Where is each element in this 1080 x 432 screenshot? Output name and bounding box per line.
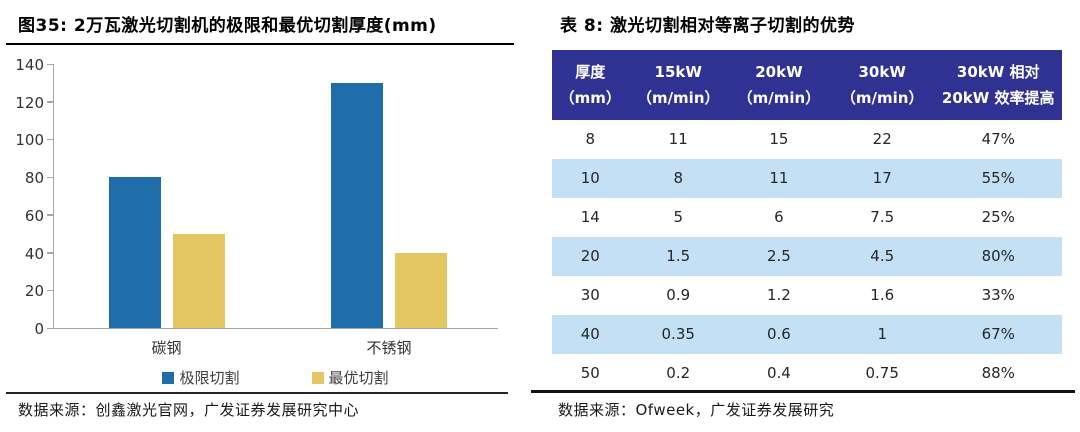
column-header: 15kW （m/min）	[628, 50, 728, 120]
table-cell: 14	[580, 208, 600, 226]
y-tick-mark	[47, 252, 54, 254]
table8-title: 表 8: 激光切割相对等离子切割的优势	[560, 16, 855, 36]
table-cell: 1.2	[767, 286, 791, 304]
table-cell: 0.6	[727, 315, 830, 354]
comparison-table: 厚度 （mm） 15kW （m/min） 20kW （m/min） 30kW （m/min） 3…	[552, 50, 1062, 393]
bar-group-2	[329, 83, 449, 328]
y-tick-mark	[47, 327, 54, 329]
table-cell: 7.5	[870, 208, 895, 226]
table-cell: 11	[668, 130, 688, 148]
table-cell: 0.35	[628, 315, 728, 354]
bar-s1-c1	[109, 177, 162, 328]
legend-label: 极限切割	[179, 369, 240, 387]
table-cell: 20	[552, 237, 629, 276]
column-header: 30kW 相对 20kW 效率提高	[934, 50, 1062, 120]
table8-source: 数据来源：Ofweek，广发证券发展研究	[558, 401, 835, 419]
table-row: 14 5 6 7.5 25%	[552, 198, 1062, 237]
y-tick-mark	[47, 214, 54, 216]
y-tick-mark	[47, 101, 54, 103]
table-row: 30 0.9 1.2 1.6 33%	[552, 276, 1062, 315]
table-row: 10 8 11 17 55%	[552, 159, 1062, 198]
table-cell: 8	[628, 159, 728, 198]
table-cell: 5	[673, 208, 683, 226]
y-tick-label: 20	[24, 282, 44, 301]
table-cell: 25%	[981, 208, 1015, 226]
table-cell: 17	[829, 159, 935, 198]
bar-chart: 0 20 40 60 80 100 120 140 碳钢 不锈钢 极限切割 最优切割	[6, 51, 514, 397]
table-cell: 2.5	[727, 237, 830, 276]
table-cell: 15	[769, 130, 789, 148]
chart-legend: 极限切割 最优切割	[53, 367, 498, 388]
table-cell: 0.9	[666, 286, 691, 304]
header-row: 厚度 （mm） 15kW （m/min） 20kW （m/min） 30kW （m/min） 3…	[552, 50, 1062, 120]
table-cell: 40	[552, 315, 629, 354]
plot-area	[47, 63, 498, 329]
column-header: 20kW （m/min）	[727, 50, 830, 120]
x-axis-labels: 碳钢 不锈钢	[53, 337, 498, 359]
y-tick-label: 80	[24, 169, 44, 188]
table-cell: 50	[580, 364, 600, 382]
table-row: 50 0.2 0.4 0.75 88%	[552, 354, 1062, 393]
y-tick-mark	[47, 138, 54, 141]
table8-panel: 表 8: 激光切割相对等离子切割的优势 厚度 （mm） 15kW （m/min） 20k…	[548, 6, 1070, 393]
y-tick-label: 140	[15, 56, 44, 74]
table-row: 40 0.35 0.6 1 67%	[552, 315, 1062, 354]
table-cell: 1.6	[870, 286, 895, 304]
table-row: 8 11 15 22 47%	[552, 120, 1062, 159]
y-tick-label: 120	[15, 93, 44, 112]
y-axis: 0 20 40 60 80 100 120 140	[6, 56, 44, 338]
table-cell: 8	[585, 130, 596, 148]
bar-s2-c1	[173, 234, 226, 328]
table-cell: 11	[727, 159, 830, 198]
legend-item-2: 最优切割	[311, 367, 389, 388]
x-category-label: 不锈钢	[366, 339, 412, 357]
table-cell: 6	[774, 208, 784, 226]
bar-group-1	[107, 177, 227, 328]
table-cell: 55%	[934, 159, 1062, 198]
figure35-title: 图35: 2万瓦激光切割机的极限和最优切割厚度(mm)	[6, 6, 514, 45]
right-panel-divider	[531, 390, 1075, 393]
table-cell: 10	[552, 159, 629, 198]
y-tick-label: 0	[34, 320, 44, 338]
table-cell: 4.5	[829, 237, 935, 276]
y-tick-mark	[47, 289, 54, 292]
table-cell: 67%	[934, 315, 1062, 354]
table-cell: 1.5	[628, 237, 728, 276]
legend-item-1: 极限切割	[162, 367, 240, 388]
table-cell: 0.2	[666, 364, 691, 382]
figure35-source: 数据来源：创鑫激光官网，广发证券发展研究中心	[18, 401, 360, 419]
table-cell: 47%	[981, 130, 1015, 148]
y-tick-label: 60	[24, 206, 44, 225]
legend-label: 最优切割	[328, 369, 389, 387]
table-header: 厚度 （mm） 15kW （m/min） 20kW （m/min） 30kW （m/min） 3…	[552, 50, 1062, 120]
y-tick-mark	[47, 176, 54, 179]
table-cell: 30	[580, 286, 600, 304]
table-row: 20 1.5 2.5 4.5 80%	[552, 237, 1062, 276]
figure35-panel: 图35: 2万瓦激光切割机的极限和最优切割厚度(mm) 0 20 40 60 80 100…	[6, 6, 514, 397]
table-cell: 0.75	[865, 364, 899, 382]
table-cell: 1	[829, 315, 935, 354]
column-header: 30kW （m/min）	[829, 50, 935, 120]
table-cell: 0.4	[767, 364, 791, 382]
y-tick-label: 40	[24, 244, 44, 263]
legend-swatch-icon	[162, 371, 175, 384]
x-category-label: 碳钢	[151, 339, 182, 357]
table-cell: 22	[872, 130, 892, 148]
left-panel-divider	[6, 392, 508, 394]
y-tick-mark	[47, 63, 54, 65]
table-cell: 80%	[934, 237, 1062, 276]
legend-swatch-icon	[311, 371, 324, 384]
y-tick-label: 100	[15, 131, 44, 150]
bar-s1-c2	[331, 83, 384, 328]
column-header: 厚度 （mm）	[552, 50, 629, 120]
table-cell: 33%	[981, 286, 1015, 304]
bar-s2-c2	[395, 253, 448, 328]
table-body: 8 11 15 22 47% 10 8 11 17 55% 14 5 6 7.5 25% 20 1.5 2.5 4.…	[552, 120, 1062, 393]
table-cell: 88%	[981, 364, 1015, 382]
